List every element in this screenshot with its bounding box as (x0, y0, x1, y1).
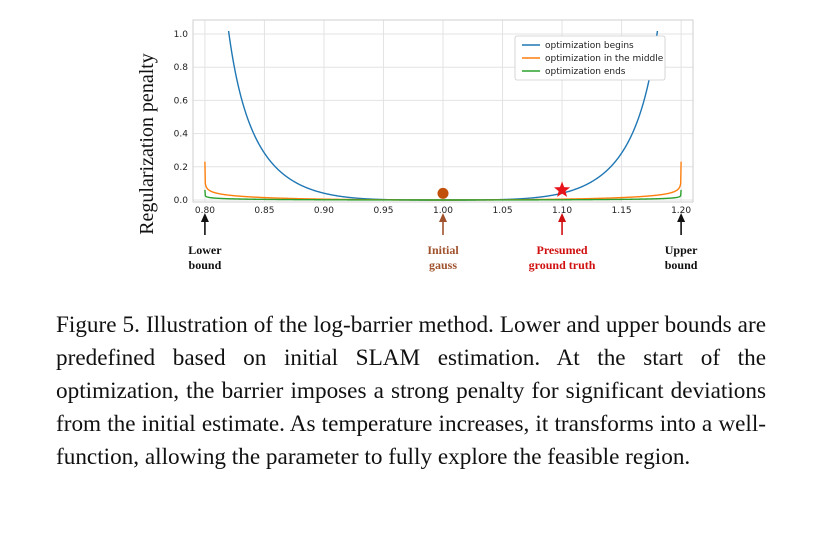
y-tick-label: 0.8 (174, 63, 189, 73)
x-tick-label: 0.85 (254, 206, 274, 216)
annotation-label: bound (665, 258, 698, 272)
x-tick-label: 1.05 (493, 206, 513, 216)
y-tick-label: 0.2 (174, 163, 188, 173)
ground-truth-star-marker (553, 181, 571, 197)
x-tick-label: 0.95 (373, 206, 393, 216)
y-tick-label: 1.0 (174, 30, 189, 40)
legend: optimization begins optimization in the m… (514, 35, 666, 81)
legend-entry: optimization ends (545, 67, 626, 77)
annotation-label: Presumed (536, 243, 587, 257)
markers (437, 181, 571, 199)
annotation-label: bound (189, 258, 222, 272)
x-tick-label: 1.15 (612, 206, 632, 216)
log-barrier-chart: Regularization penalty 0.80 0.85 0.90 0.95 1… (136, 19, 698, 272)
plot-frame (192, 19, 694, 203)
figure-caption: Figure 5. Illustration of the log-barrie… (56, 312, 766, 470)
annotation-label: Initial (427, 243, 459, 257)
legend-entry: optimization begins (545, 41, 634, 51)
initial-guess-marker (437, 187, 449, 199)
annotation-label: gauss (429, 258, 457, 272)
y-tick-label: 0.6 (174, 96, 189, 106)
legend-entry: optimization in the middle (545, 54, 664, 64)
annotation-arrow-head (439, 213, 447, 222)
annotation-arrow-head (558, 213, 567, 222)
legend-box (514, 35, 666, 81)
annotation-arrow-head (677, 213, 686, 222)
x-tick-label: 0.90 (314, 206, 334, 216)
x-tick-label: 1.00 (433, 206, 453, 216)
series-lines (204, 31, 682, 201)
annotation-label: ground truth (529, 258, 596, 272)
x-tick-label: 1.10 (552, 206, 572, 216)
y-tick-label: 0.0 (174, 196, 189, 206)
x-tick-label: 1.20 (671, 206, 691, 216)
y-tick-label: 0.4 (174, 130, 189, 140)
x-tick-label: 0.80 (195, 206, 215, 216)
figure: Regularization penalty 0.80 0.85 0.90 0.95 1… (136, 19, 698, 272)
y-axis-label: Regularization penalty (136, 53, 158, 235)
tick-labels: 0.80 0.85 0.90 0.95 1.00 1.05 1.10 1.15 1.20 0.0 0… (174, 30, 692, 216)
annotation-label: Upper (665, 243, 698, 257)
annotation-arrow-head (200, 213, 209, 222)
series-line-3 (204, 189, 682, 201)
annotation-label: Lower (188, 243, 222, 257)
